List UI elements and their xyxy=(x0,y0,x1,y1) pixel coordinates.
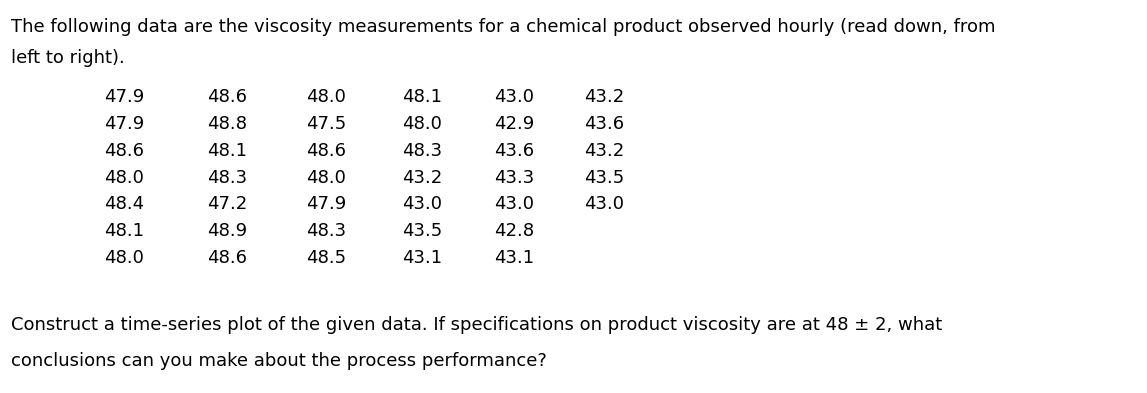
Text: 48.4: 48.4 xyxy=(104,195,143,213)
Text: 43.3: 43.3 xyxy=(493,169,535,187)
Text: 43.2: 43.2 xyxy=(584,88,625,107)
Text: 48.0: 48.0 xyxy=(306,169,345,187)
Text: 43.1: 43.1 xyxy=(403,249,442,267)
Text: 43.1: 43.1 xyxy=(494,249,533,267)
Text: 48.6: 48.6 xyxy=(306,142,345,160)
Text: 47.2: 47.2 xyxy=(206,195,248,213)
Text: 47.9: 47.9 xyxy=(103,88,145,107)
Text: 48.9: 48.9 xyxy=(208,222,247,240)
Text: 48.1: 48.1 xyxy=(403,88,442,107)
Text: 48.1: 48.1 xyxy=(208,142,247,160)
Text: 48.3: 48.3 xyxy=(208,169,247,187)
Text: 48.5: 48.5 xyxy=(306,249,345,267)
Text: 43.2: 43.2 xyxy=(584,142,625,160)
Text: left to right).: left to right). xyxy=(11,49,125,67)
Text: conclusions can you make about the process performance?: conclusions can you make about the proce… xyxy=(11,352,547,370)
Text: 48.0: 48.0 xyxy=(306,88,345,107)
Text: 43.0: 43.0 xyxy=(494,195,533,213)
Text: 42.9: 42.9 xyxy=(493,115,535,133)
Text: 43.0: 43.0 xyxy=(585,195,624,213)
Text: 47.9: 47.9 xyxy=(305,195,346,213)
Text: 48.3: 48.3 xyxy=(403,142,442,160)
Text: 42.8: 42.8 xyxy=(494,222,533,240)
Text: 47.5: 47.5 xyxy=(305,115,346,133)
Text: 48.8: 48.8 xyxy=(208,115,247,133)
Text: 48.3: 48.3 xyxy=(306,222,345,240)
Text: 48.0: 48.0 xyxy=(104,169,143,187)
Text: 48.6: 48.6 xyxy=(208,249,247,267)
Text: The following data are the viscosity measurements for a chemical product observe: The following data are the viscosity mea… xyxy=(11,18,996,36)
Text: 48.0: 48.0 xyxy=(403,115,442,133)
Text: 43.6: 43.6 xyxy=(585,115,624,133)
Text: 43.6: 43.6 xyxy=(494,142,533,160)
Text: 48.0: 48.0 xyxy=(104,249,143,267)
Text: 47.9: 47.9 xyxy=(103,115,145,133)
Text: Construct a time-series plot of the given data. If specifications on product vis: Construct a time-series plot of the give… xyxy=(11,316,943,334)
Text: 43.5: 43.5 xyxy=(401,222,443,240)
Text: 48.6: 48.6 xyxy=(208,88,247,107)
Text: 43.0: 43.0 xyxy=(494,88,533,107)
Text: 48.6: 48.6 xyxy=(104,142,143,160)
Text: 43.5: 43.5 xyxy=(584,169,625,187)
Text: 48.1: 48.1 xyxy=(104,222,143,240)
Text: 43.2: 43.2 xyxy=(401,169,443,187)
Text: 43.0: 43.0 xyxy=(403,195,442,213)
